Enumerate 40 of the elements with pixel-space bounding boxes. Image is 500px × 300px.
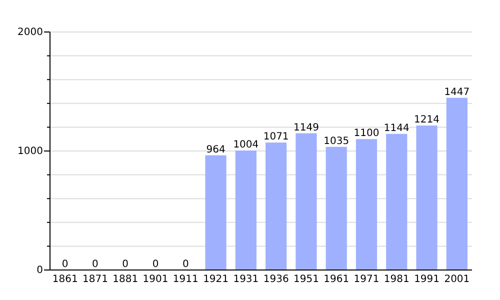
data-label: 0 <box>62 259 68 270</box>
y-tick-label: 2000 <box>18 27 43 38</box>
x-tick-label: 1881 <box>112 274 138 286</box>
bar <box>205 155 226 270</box>
x-tick-label: 1991 <box>414 274 440 286</box>
bar <box>386 134 408 270</box>
x-tick-label: 1861 <box>52 274 78 286</box>
bar <box>296 133 317 270</box>
bar <box>235 150 256 270</box>
x-tick-label: 1911 <box>172 274 198 286</box>
y-tick-label: 0 <box>36 265 43 276</box>
x-tick-label: 1921 <box>203 274 229 286</box>
bar <box>326 146 347 270</box>
data-label: 0 <box>152 259 159 270</box>
data-label: 1214 <box>414 114 440 126</box>
x-tick-label: 1901 <box>142 274 168 286</box>
y-tick-label: 1000 <box>18 146 43 158</box>
x-tick-label: 1936 <box>263 274 289 286</box>
x-tick-label: 1871 <box>82 274 108 286</box>
x-tick-label: 1951 <box>293 274 319 286</box>
data-label: 1035 <box>324 136 350 147</box>
x-tick-label: 1971 <box>354 274 380 286</box>
data-label: 1144 <box>384 122 410 134</box>
data-label: 1004 <box>233 140 259 151</box>
bar <box>446 98 468 270</box>
x-tick-label: 1961 <box>324 274 350 286</box>
data-label: 1071 <box>263 132 289 143</box>
bar <box>356 139 378 270</box>
x-tick-label: 1931 <box>233 274 259 286</box>
bar <box>266 142 287 270</box>
bar <box>416 126 438 270</box>
data-label: 1149 <box>293 122 319 134</box>
data-label: 0 <box>122 259 129 270</box>
data-label: 0 <box>182 259 189 270</box>
data-label: 1447 <box>444 86 470 98</box>
data-label: 964 <box>206 144 226 156</box>
x-tick-label: 1981 <box>384 274 410 286</box>
data-label: 0 <box>92 259 98 270</box>
x-tick-label: 2001 <box>444 274 470 286</box>
data-label: 1100 <box>354 128 380 140</box>
